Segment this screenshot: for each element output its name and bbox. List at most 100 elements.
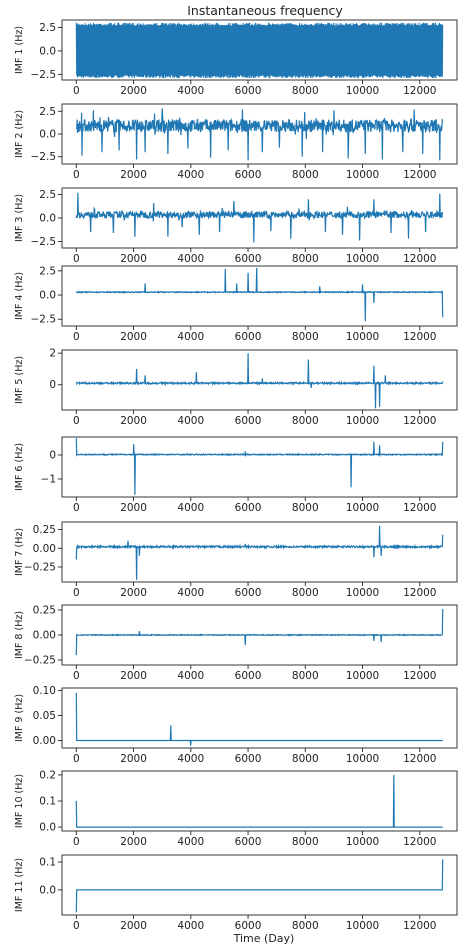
imf-8-y-tick-label: −0.25 [24,655,56,667]
imf-5-y-axis-label: IMF 5 (Hz) [14,356,25,404]
imf-10-x-tick-label: 4000 [177,836,204,848]
imf-4-axes-frame [61,265,458,327]
imf-9-y-tick-label: 0.05 [33,710,56,722]
imf-2-x-tick-label: 6000 [235,169,262,181]
imf-10-y-tick-label: 0.2 [39,769,56,781]
imf-1-series-line [75,22,444,79]
imf-4-x-tick-label: 0 [73,331,80,343]
imf-5-x-tick-label: 0 [73,415,80,427]
imf-11-x-tick-label: 12000 [403,920,436,932]
imf-9-series-line [75,692,443,746]
imf-6-x-tick-label: 8000 [292,502,319,514]
imf-2-y-axis-label: IMF 2 (Hz) [14,110,25,158]
imf-2-series-line [75,108,444,161]
imf-9-x-tick-label: 0 [73,753,80,765]
imf-11-series-line [75,859,444,913]
imf-11-y-tick-label: 0.0 [39,884,56,896]
imf-6-series-line [75,438,444,495]
imf-7-x-tick-label: 2000 [120,587,147,599]
imf-4-x-tick-label: 6000 [235,331,262,343]
imf-3-x-tick-label: 12000 [403,253,436,265]
imf-6-x-tick-label: 6000 [235,502,262,514]
imf-panel-9: 0.10 0.05 0.00 0 2000 4000 6000 8000 10000 12000 I… [14,685,458,765]
imf-4-x-tick-label: 8000 [292,331,319,343]
imf-1-y-tick-label: 0.0 [39,45,56,57]
imf-2-x-tick-label: 8000 [292,169,319,181]
imf-8-x-tick-label: 6000 [235,670,262,682]
imf-11-y-tick-label: 0.1 [39,856,56,868]
imf-5-x-tick-label: 2000 [120,415,147,427]
imf-9-x-tick-label: 6000 [235,753,262,765]
imf-3-series-line [75,192,444,243]
imf-7-series-line [75,525,444,580]
imf-8-x-tick-label: 10000 [346,670,379,682]
imf-10-x-tick-label: 10000 [346,836,379,848]
imf-10-x-tick-label: 2000 [120,836,147,848]
imf-panel-2: 2.5 0.0 −2.5 0 2000 4000 6000 8000 10000 12000 IMF… [14,103,458,181]
imf-10-axes-frame [61,770,458,832]
imf-4-x-tick-label: 4000 [177,331,204,343]
imf-2-x-tick-label: 10000 [346,169,379,181]
imf-10-x-tick-label: 8000 [292,836,319,848]
imf-4-x-tick-label: 2000 [120,331,147,343]
imf-5-series-line [75,353,444,409]
imf-3-x-tick-label: 10000 [346,253,379,265]
imf-8-x-tick-label: 4000 [177,670,204,682]
imf-7-y-tick-label: −0.25 [24,562,56,574]
imf-8-y-axis-label: IMF 8 (Hz) [14,611,25,659]
imf-panel-4: 2.5 0.0 −2.5 0 2000 4000 6000 8000 10000 12000 IMF… [14,265,458,343]
imf-1-x-tick-label: 10000 [346,85,379,97]
imf-10-y-tick-label: 0.0 [39,822,56,834]
imf-9-y-tick-label: 0.00 [33,735,56,747]
imf-11-y-axis-label: IMF 11 (Hz) [14,858,25,912]
imf-10-x-tick-label: 0 [73,836,80,848]
imf-3-axes-frame [61,187,458,249]
imf-6-x-tick-label: 10000 [346,502,379,514]
imf-2-y-tick-label: −2.5 [31,151,57,163]
imf-panel-7: 0.25 0.00 −0.25 0 2000 4000 6000 8000 10000 12000… [14,521,458,599]
imf-6-axes-frame [61,436,458,498]
imf-4-y-axis-label: IMF 4 (Hz) [14,272,25,320]
imf-5-y-tick-label: 0 [49,379,56,391]
imf-9-x-tick-label: 10000 [346,753,379,765]
imf-7-axes-frame [61,521,458,583]
imf-6-x-tick-label: 4000 [177,502,204,514]
imf-7-y-axis-label: IMF 7 (Hz) [14,528,25,576]
imf-4-y-tick-label: −2.5 [31,314,57,326]
figure-title: Instantaneous frequency [187,3,343,18]
imf-3-y-tick-label: 0.0 [39,213,56,225]
imf-panel-5: 2 0 0 2000 4000 6000 8000 10000 12000 IMF 5 (Hz) [14,348,458,427]
imf-2-x-tick-label: 12000 [403,169,436,181]
imf-3-y-axis-label: IMF 3 (Hz) [14,194,25,242]
imf-5-y-tick-label: 2 [49,348,56,360]
imf-3-x-tick-label: 0 [73,253,80,265]
imf-5-x-tick-label: 10000 [346,415,379,427]
imf-3-x-tick-label: 2000 [120,253,147,265]
imf-2-x-tick-label: 4000 [177,169,204,181]
imf-8-x-tick-label: 0 [73,670,80,682]
imf-4-y-tick-label: 0.0 [39,290,56,302]
imf-3-x-tick-label: 6000 [235,253,262,265]
imf-10-y-axis-label: IMF 10 (Hz) [14,774,25,828]
imf-8-x-tick-label: 2000 [120,670,147,682]
imf-8-y-tick-label: 0.25 [33,605,56,617]
imf-5-axes-frame [61,349,458,411]
imf-8-series-line [75,608,444,656]
imf-3-y-tick-label: 2.5 [39,189,56,201]
imf-2-x-tick-label: 0 [73,169,80,181]
imf-9-x-tick-label: 8000 [292,753,319,765]
imf-8-y-tick-label: 0.00 [33,630,56,642]
imf-10-y-tick-label: 0.1 [39,796,56,808]
imf-panel-8: 0.25 0.00 −0.25 0 2000 4000 6000 8000 10000 12000… [14,605,458,682]
imf-9-x-tick-label: 12000 [403,753,436,765]
imf-panel-6: 0 −1 0 2000 4000 6000 8000 10000 12000 IMF 6 (Hz) [14,436,458,514]
imf-9-y-tick-label: 0.10 [33,685,56,697]
imf-4-series-line [75,267,444,322]
imf-9-y-axis-label: IMF 9 (Hz) [14,694,25,742]
imf-1-axes-frame [61,19,458,81]
imf-1-x-tick-label: 2000 [120,85,147,97]
imf-11-x-tick-label: 10000 [346,920,379,932]
imf-6-x-tick-label: 0 [73,502,80,514]
imf-panel-11: 0.1 0.0 0 2000 4000 6000 8000 10000 12000 IMF 11 … [14,854,458,932]
imf-1-x-tick-label: 12000 [403,85,436,97]
